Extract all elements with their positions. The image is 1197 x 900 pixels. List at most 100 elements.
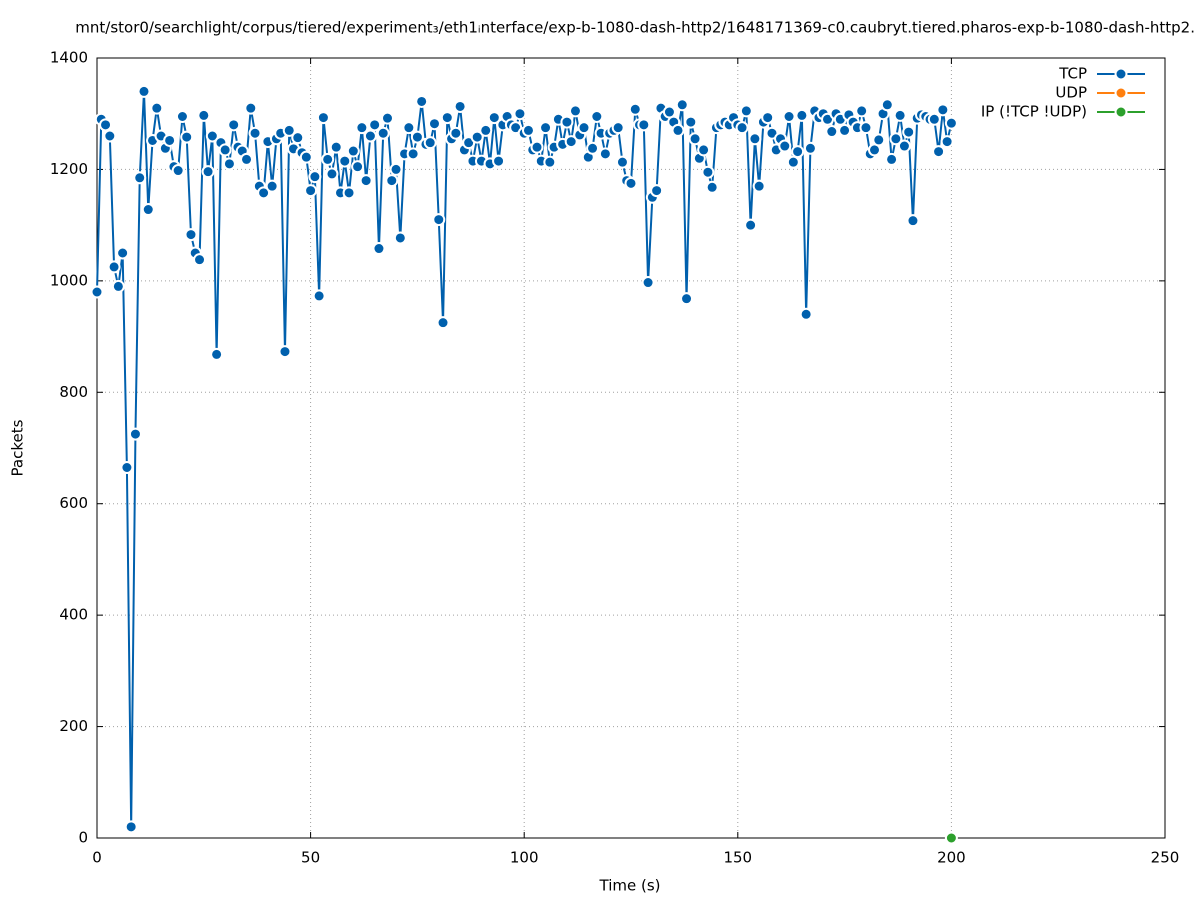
data-point xyxy=(893,108,907,122)
y-tick-label: 800 xyxy=(59,383,88,401)
data-point xyxy=(479,123,493,137)
legend-marker xyxy=(1114,67,1128,81)
data-point xyxy=(944,831,958,845)
y-axis-label: Packets xyxy=(9,419,27,476)
data-point xyxy=(299,150,313,164)
data-point xyxy=(205,129,219,143)
y-tick-label: 1400 xyxy=(50,49,88,67)
data-point xyxy=(637,118,651,132)
data-point xyxy=(342,186,356,200)
plot-border xyxy=(96,57,1166,839)
data-point xyxy=(359,174,373,188)
data-point xyxy=(791,145,805,159)
data-point xyxy=(615,155,629,169)
data-point xyxy=(521,123,535,137)
data-point xyxy=(304,184,318,198)
data-point xyxy=(598,147,612,161)
data-point xyxy=(111,279,125,293)
data-point xyxy=(432,213,446,227)
data-point xyxy=(825,125,839,139)
data-point xyxy=(128,427,142,441)
data-point xyxy=(316,111,330,125)
data-point xyxy=(902,125,916,139)
data-point xyxy=(680,292,694,306)
data-point xyxy=(761,111,775,125)
data-point xyxy=(278,345,292,359)
data-point xyxy=(880,98,894,112)
x-tick-label: 50 xyxy=(301,849,320,867)
data-point xyxy=(197,108,211,122)
data-point xyxy=(184,228,198,242)
y-tick-label: 0 xyxy=(78,829,88,847)
data-point xyxy=(141,203,155,217)
data-point xyxy=(885,152,899,166)
data-point xyxy=(564,135,578,149)
data-point xyxy=(103,129,117,143)
data-point xyxy=(201,165,215,179)
x-tick-label: 0 xyxy=(92,849,102,867)
y-tick-label: 200 xyxy=(59,717,88,735)
data-point xyxy=(782,110,796,123)
data-point xyxy=(671,123,685,137)
x-tick-label: 250 xyxy=(1151,849,1180,867)
data-point xyxy=(624,176,638,190)
data-point xyxy=(492,154,506,168)
data-point xyxy=(171,164,185,178)
y-tick-label: 600 xyxy=(59,494,88,512)
data-point xyxy=(560,115,574,129)
data-point xyxy=(838,123,852,137)
data-point xyxy=(778,139,792,153)
data-point xyxy=(175,110,189,123)
data-point xyxy=(282,123,296,137)
data-point xyxy=(799,307,813,321)
data-point xyxy=(470,130,484,144)
data-point xyxy=(872,133,886,147)
data-point xyxy=(291,131,305,145)
data-point xyxy=(936,103,950,117)
data-point xyxy=(688,132,702,146)
data-point xyxy=(346,144,360,158)
data-point xyxy=(180,130,194,144)
data-point xyxy=(308,170,322,184)
y-tick-label: 1000 xyxy=(50,271,88,289)
data-point xyxy=(402,121,416,135)
data-point xyxy=(193,253,207,267)
data-point xyxy=(889,132,903,146)
data-point xyxy=(735,121,749,135)
data-point xyxy=(530,140,544,154)
data-point xyxy=(752,179,766,193)
data-point xyxy=(590,110,604,123)
data-point xyxy=(376,126,390,140)
x-axis-label: Time (s) xyxy=(599,877,661,895)
data-point xyxy=(897,139,911,153)
data-point xyxy=(385,174,399,188)
data-point xyxy=(855,104,869,118)
data-point xyxy=(393,231,407,245)
data-point xyxy=(641,276,655,290)
data-point xyxy=(363,129,377,143)
data-point xyxy=(163,133,177,147)
data-point xyxy=(739,104,753,118)
data-point xyxy=(150,101,164,115)
data-point xyxy=(786,155,800,169)
x-tick-label: 200 xyxy=(937,849,966,867)
data-point xyxy=(133,171,147,185)
data-point xyxy=(436,316,450,330)
x-tick-label: 150 xyxy=(723,849,752,867)
data-point xyxy=(137,84,151,98)
data-point xyxy=(406,147,420,161)
data-point xyxy=(543,155,557,169)
data-point xyxy=(99,118,113,132)
data-point xyxy=(90,285,104,299)
data-point xyxy=(423,136,437,150)
data-point xyxy=(611,121,625,135)
y-tick-label: 400 xyxy=(59,606,88,624)
data-point xyxy=(329,140,343,154)
data-point xyxy=(415,94,429,108)
data-point xyxy=(628,102,642,116)
data-point xyxy=(218,143,232,157)
data-point xyxy=(351,160,365,174)
legend-label: TCP xyxy=(1058,65,1087,83)
data-point xyxy=(859,121,873,135)
data-point xyxy=(227,118,241,132)
